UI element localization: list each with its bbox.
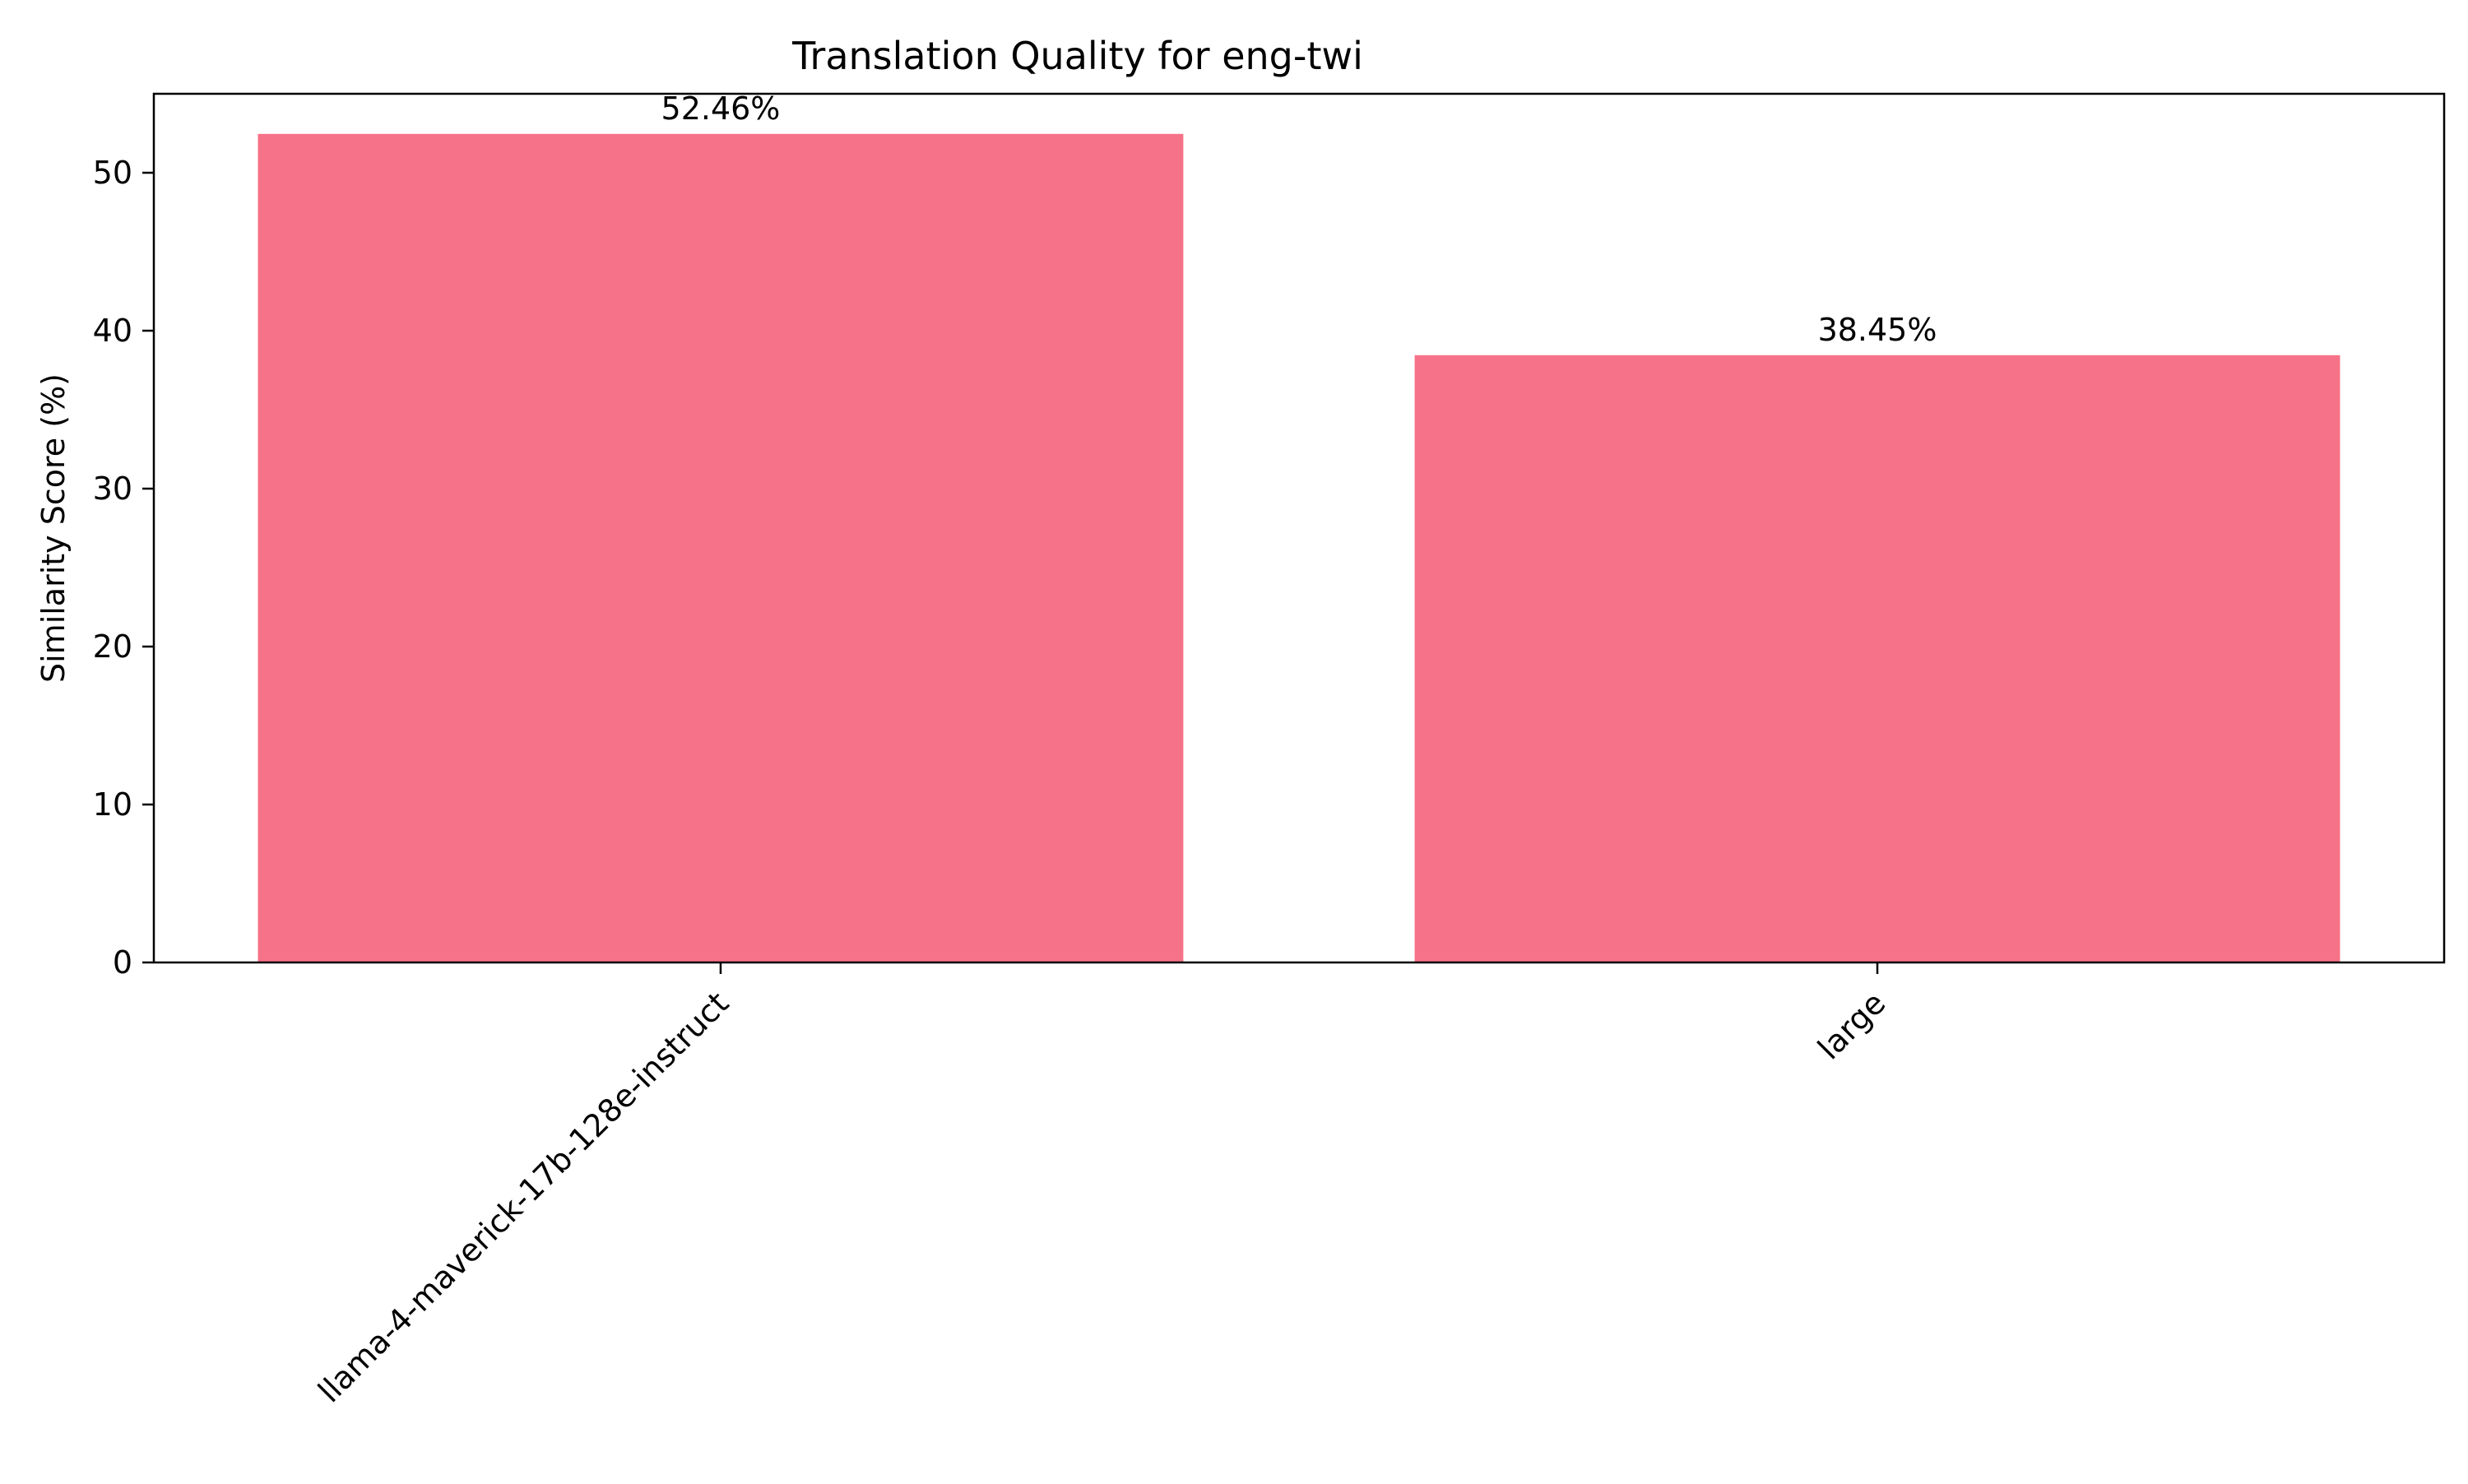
y-tick-label: 40	[93, 313, 132, 349]
y-axis-ticks: 0 10 20 30 40 50	[93, 155, 154, 981]
y-tick-label: 20	[93, 628, 132, 665]
bar	[257, 133, 1184, 962]
value-labels: 52.46% 38.45%	[661, 90, 1937, 348]
y-tick-label: 50	[93, 155, 132, 191]
y-tick-label: 0	[113, 944, 132, 981]
chart-title: Translation Quality for eng-twi	[791, 34, 1363, 78]
bars	[257, 133, 2340, 962]
y-tick-label: 10	[93, 786, 132, 823]
plot-frame	[152, 92, 2446, 964]
y-axis-label: Similarity Score (%)	[35, 373, 72, 683]
bar-value-label: 52.46%	[661, 90, 781, 127]
bar-value-label: 38.45%	[1818, 312, 1937, 348]
y-tick-label: 30	[93, 471, 132, 507]
bar	[1414, 355, 2340, 962]
